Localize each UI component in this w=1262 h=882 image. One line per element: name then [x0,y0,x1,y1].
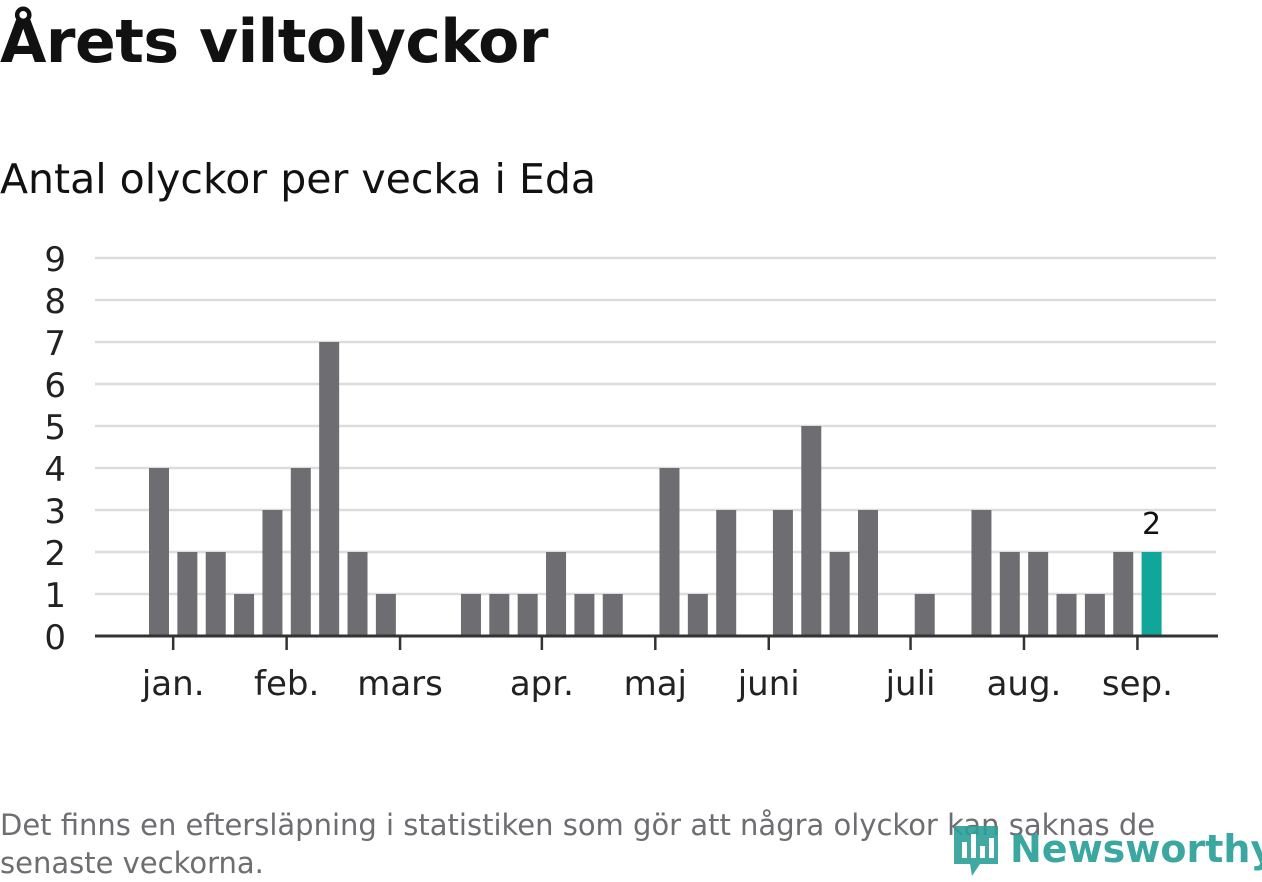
bar [687,594,708,636]
data-label: 2 [1142,507,1161,542]
chart-subtitle: Antal olyckor per vecka i Eda [0,155,597,203]
y-tick-label: 0 [44,618,66,658]
bar [602,594,623,636]
bar [716,510,737,636]
bar [517,594,538,636]
y-tick-label: 5 [44,408,66,448]
bar [1113,552,1134,636]
bar [290,468,311,636]
x-tick-label: feb. [254,664,319,704]
y-tick-label: 6 [44,366,66,406]
y-tick-label: 4 [44,450,66,490]
bar [375,594,396,636]
bar [546,552,567,636]
bar [659,468,680,636]
bar [1056,594,1077,636]
x-tick-label: aug. [987,664,1062,704]
bar [801,426,822,636]
newsworthy-logo-text: Newsworthy [1010,827,1262,871]
x-tick-label: juli [885,664,936,704]
bar [347,552,368,636]
bar [460,594,481,636]
footnote: Det finns en eftersläpning i statistiken… [0,808,1156,880]
bar [1028,552,1049,636]
x-tick-label: sep. [1102,664,1173,704]
y-tick-label: 3 [44,492,66,532]
bar [262,510,283,636]
x-tick-label: apr. [510,664,574,704]
bar [177,552,198,636]
bar [489,594,510,636]
bar [1084,594,1105,636]
chart-title: Årets viltolyckor [0,7,549,77]
bar [914,594,935,636]
x-tick-label: maj [624,664,687,704]
y-tick-label: 1 [44,576,66,616]
bar [772,510,793,636]
bar [858,510,878,636]
y-tick-label: 7 [44,324,66,364]
newsworthy-logo: Newsworthy [950,820,1262,878]
bar-highlight [1141,552,1162,636]
x-tick-label: jan. [141,664,205,704]
bar [829,552,850,636]
y-tick-label: 9 [44,240,66,280]
y-tick-label: 8 [44,282,66,322]
bar [971,510,992,636]
x-tick-label: mars [357,664,443,704]
bar [205,552,226,636]
x-tick-label: juni [737,664,800,704]
bar [149,468,169,636]
bar [574,594,595,636]
newsworthy-logo-icon [954,826,998,876]
bar [319,342,340,636]
bar [999,552,1020,636]
y-tick-label: 2 [44,534,66,574]
bar [234,594,255,636]
